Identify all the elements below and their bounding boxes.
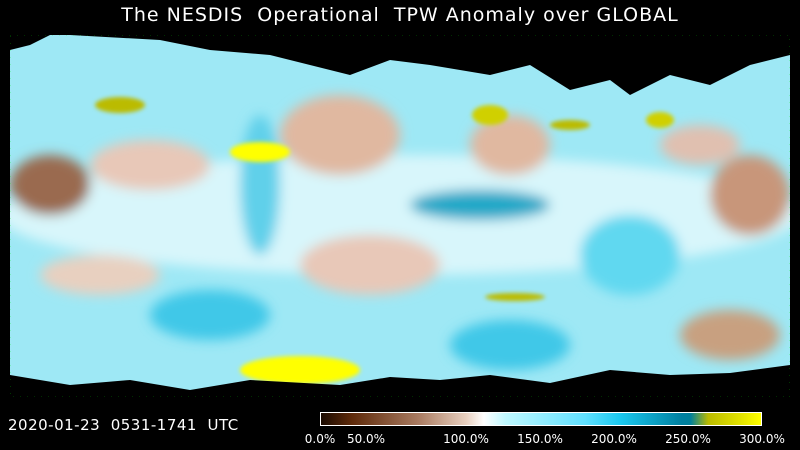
tpw-anomaly-map xyxy=(10,35,790,397)
colorbar-tick: 300.0% xyxy=(739,432,785,446)
colorbar-tick: 100.0% xyxy=(443,432,489,446)
timestamp-label: 2020-01-23 0531-1741 UTC xyxy=(8,416,239,434)
colorbar-tick: 150.0% xyxy=(517,432,563,446)
colorbar-tick: 0.0% xyxy=(304,432,336,446)
colorbar-tick: 50.0% xyxy=(346,432,386,446)
colorbar-tick: 250.0% xyxy=(665,432,711,446)
land-mask xyxy=(10,35,790,397)
map-title: The NESDIS Operational TPW Anomaly over … xyxy=(121,4,679,26)
high-anomaly-areas xyxy=(95,97,674,384)
colorbar-tick: 200.0% xyxy=(591,432,637,446)
anomaly-field xyxy=(10,95,790,370)
colorbar xyxy=(320,412,762,426)
